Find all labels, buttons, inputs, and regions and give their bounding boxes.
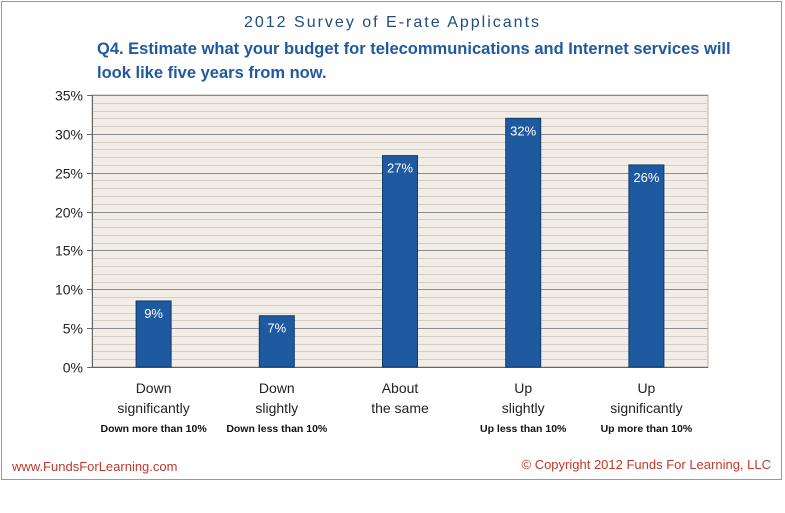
category-sublabel: Up more than 10% [601, 423, 693, 435]
category-label: significantly [117, 400, 189, 416]
y-tick-label: 25% [55, 166, 83, 182]
website-link[interactable]: www.FundsForLearning.com [12, 459, 178, 474]
category-label: Down [259, 380, 295, 396]
y-tick-label: 10% [55, 282, 83, 298]
bar [382, 155, 418, 368]
category-label: significantly [610, 400, 682, 416]
category-label: slightly [255, 400, 298, 416]
category-label: Up [637, 380, 655, 396]
bar [505, 117, 542, 368]
data-label: 26% [633, 170, 659, 185]
copyright-text: © Copyright 2012 Funds For Learning, LLC [521, 457, 772, 472]
category-label: Down [136, 380, 172, 396]
bar [628, 164, 665, 368]
category-label: the same [371, 400, 429, 416]
question-subtitle: Q4. Estimate what your budget for teleco… [97, 40, 731, 82]
y-tick-label: 30% [55, 127, 83, 143]
category-sublabel: Down more than 10% [101, 423, 208, 435]
chart-title: 2012 Survey of E-rate Applicants [243, 14, 542, 31]
y-tick-label: 15% [55, 243, 83, 259]
y-tick-label: 20% [55, 205, 83, 221]
category-label: About [382, 380, 419, 396]
data-label: 9% [144, 306, 163, 321]
bar [258, 315, 295, 368]
data-label: 27% [387, 161, 413, 176]
y-tick-label: 0% [63, 360, 83, 376]
bar [135, 300, 172, 368]
y-tick-label: 5% [63, 321, 83, 337]
y-tick-label: 35% [55, 88, 83, 104]
data-label: 7% [267, 321, 286, 336]
data-label: 32% [510, 123, 536, 138]
category-sublabel: Up less than 10% [480, 423, 567, 435]
category-sublabel: Down less than 10% [226, 423, 328, 435]
category-label: Up [514, 380, 532, 396]
category-label: slightly [502, 400, 545, 416]
